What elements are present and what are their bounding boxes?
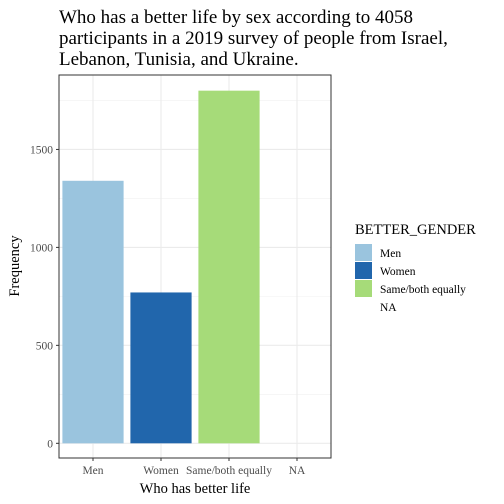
x-axis-title: Who has better life (140, 481, 251, 497)
x-tick-label-0: Men (82, 465, 103, 477)
plot-border (58, 74, 332, 459)
legend-label-2: Same/both equally (380, 284, 466, 296)
x-tick-label-2: Same/both equally (186, 465, 272, 477)
y-tick-label-3: 1500 (30, 144, 53, 156)
bars (62, 90, 260, 444)
y-tick-label-1: 500 (36, 340, 54, 352)
legend-swatch-0 (355, 244, 372, 261)
bar-0 (62, 180, 124, 444)
legend-title: BETTER_GENDER (355, 222, 476, 238)
x-tick-label-1: Women (143, 465, 179, 477)
x-tick-label-3: NA (289, 465, 306, 477)
legend: BETTER_GENDER Men Women Same/both equally N… (355, 222, 476, 315)
legend-swatch-3 (355, 298, 372, 315)
legend-label-0: Men (380, 248, 401, 260)
y-axis-ticks: 0 500 1000 1500 (30, 144, 59, 450)
y-tick-label-2: 1000 (30, 242, 53, 254)
y-tick-label-0: 0 (47, 438, 53, 450)
bar-2 (198, 90, 260, 444)
chart-title-line-3: Lebanon, Tunisia, and Ukraine. (59, 49, 299, 70)
y-axis-title: Frequency (7, 235, 23, 297)
legend-label-3: NA (380, 302, 397, 314)
chart-title-line-2: participants in a 2019 survey of people … (59, 28, 448, 49)
legend-swatch-2 (355, 280, 372, 297)
bar-1 (130, 292, 192, 444)
chart-title: Who has a better life by sex according t… (59, 7, 448, 70)
chart-title-line-1: Who has a better life by sex according t… (59, 7, 413, 28)
legend-swatch-1 (355, 262, 372, 279)
legend-label-1: Women (380, 266, 416, 278)
legend-items: Men Women Same/both equally NA (355, 244, 466, 315)
x-axis-ticks: Men Women Same/both equally NA (82, 458, 306, 477)
